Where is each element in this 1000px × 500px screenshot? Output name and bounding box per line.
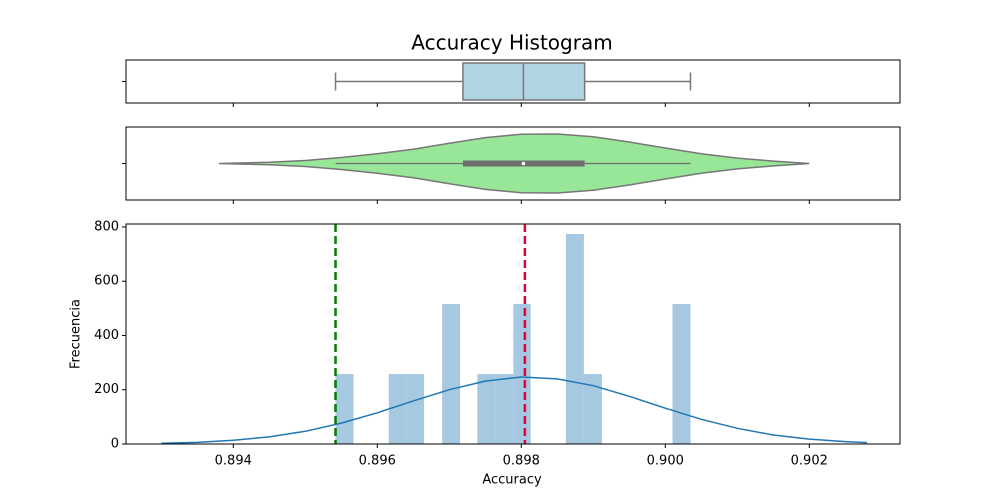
kde-line bbox=[161, 376, 867, 444]
histogram-bar bbox=[335, 374, 354, 444]
x-axis-label: Accuracy bbox=[482, 473, 542, 488]
y-tick-label: 800 bbox=[94, 219, 119, 234]
histogram-bar bbox=[495, 374, 514, 444]
plot-layer bbox=[161, 62, 867, 444]
histogram-bar bbox=[388, 374, 407, 444]
x-tick-label: 0.900 bbox=[647, 454, 684, 469]
chart-title: Accuracy Histogram bbox=[411, 31, 612, 55]
y-axis-label: Frecuencia bbox=[69, 299, 84, 369]
y-tick-label: 0 bbox=[111, 437, 119, 452]
x-tick-label: 0.894 bbox=[215, 454, 252, 469]
y-tick-label: 200 bbox=[94, 382, 119, 397]
histogram-bar bbox=[406, 374, 425, 444]
histogram-bar bbox=[565, 234, 584, 444]
y-tick-label: 600 bbox=[94, 274, 119, 289]
x-tick-label: 0.902 bbox=[791, 454, 828, 469]
x-tick-label: 0.896 bbox=[359, 454, 396, 469]
histogram-panel-frame bbox=[125, 223, 901, 445]
histogram-bar bbox=[672, 304, 691, 444]
x-tick-label: 0.898 bbox=[503, 454, 540, 469]
y-tick-label: 400 bbox=[94, 328, 119, 343]
histogram-bar bbox=[513, 304, 531, 444]
median bbox=[521, 161, 526, 166]
histogram-bar bbox=[477, 374, 496, 444]
histogram-bar bbox=[442, 304, 461, 444]
histogram-bar bbox=[583, 374, 602, 444]
